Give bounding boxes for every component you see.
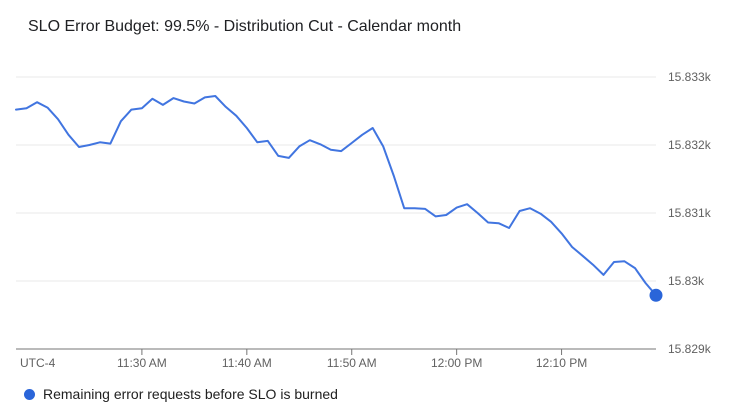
legend-series-marker-icon bbox=[24, 388, 35, 400]
y-axis-label: 15.833k bbox=[668, 70, 711, 84]
y-axis-label: 15.83k bbox=[668, 274, 705, 288]
series-line bbox=[15, 95, 657, 297]
x-axis-label: 12:00 PM bbox=[430, 356, 483, 370]
x-axis-label: 11:40 AM bbox=[221, 356, 272, 370]
x-axis-label: 11:30 AM bbox=[116, 356, 167, 370]
y-axis-label: 15.831k bbox=[668, 206, 711, 220]
latest-value-dot bbox=[649, 288, 663, 302]
x-axis-label: 12:10 PM bbox=[535, 356, 588, 370]
x-axis-label: 11:50 AM bbox=[326, 356, 377, 370]
timezone-label: UTC-4 bbox=[20, 356, 56, 370]
chart-title: SLO Error Budget: 99.5% - Distribution C… bbox=[28, 18, 462, 35]
y-axis-label: 15.832k bbox=[668, 138, 711, 152]
y-axis-label: 15.829k bbox=[668, 342, 711, 356]
legend-row[interactable]: Remaining error requests before SLO is b… bbox=[24, 386, 338, 402]
legend-series-label: Remaining error requests before SLO is b… bbox=[43, 386, 338, 402]
